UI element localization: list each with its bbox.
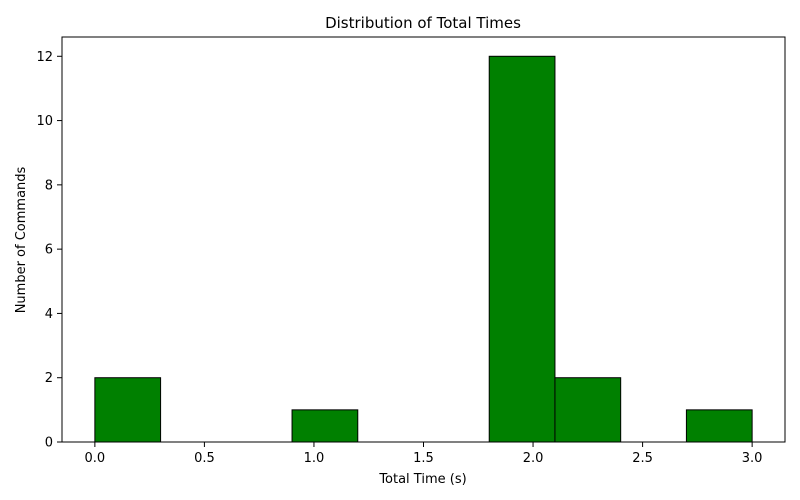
x-tick-label: 0.0 xyxy=(85,451,106,466)
histogram-bar-3 xyxy=(291,409,359,443)
histogram-bar-7 xyxy=(554,377,622,443)
y-axis-label: Number of Commands xyxy=(14,166,29,313)
x-tick-label: 2.5 xyxy=(632,451,653,466)
y-tick-label: 0 xyxy=(45,436,53,451)
x-tick-label: 2.0 xyxy=(523,451,544,466)
chart-title: Distribution of Total Times xyxy=(325,14,521,32)
histogram-bar-9 xyxy=(685,409,753,443)
y-axis: 0 2 4 6 8 10 12 xyxy=(36,50,62,451)
y-tick-label: 4 xyxy=(45,307,53,322)
x-tick-label: 3.0 xyxy=(742,451,763,466)
histogram-bar-0 xyxy=(94,377,162,443)
x-tick-label: 1.5 xyxy=(413,451,434,466)
x-axis-label: Total Time (s) xyxy=(378,472,466,487)
bars-group xyxy=(94,55,753,443)
plot-frame xyxy=(61,36,786,443)
y-tick-label: 10 xyxy=(36,114,53,129)
x-tick-label: 0.5 xyxy=(194,451,215,466)
x-tick-label: 1.0 xyxy=(304,451,325,466)
y-tick-label: 6 xyxy=(45,243,53,258)
histogram-bar-6 xyxy=(488,55,556,443)
y-tick-label: 2 xyxy=(45,371,53,386)
y-tick-label: 12 xyxy=(36,50,53,65)
y-tick-label: 8 xyxy=(45,178,53,193)
x-axis: 0.0 0.5 1.0 1.5 2.0 2.5 3.0 xyxy=(85,442,763,466)
